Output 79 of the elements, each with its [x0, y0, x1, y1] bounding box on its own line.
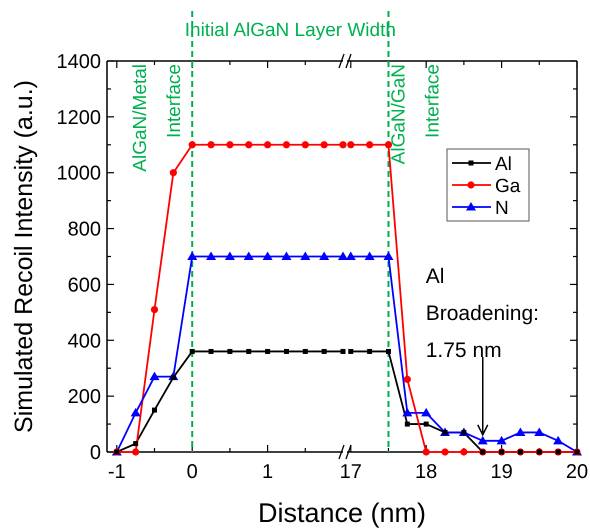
- point: [150, 372, 160, 380]
- x-tick-label: 19: [490, 461, 513, 483]
- y-axis-title: Simulated Recoil Intensity (a.u.): [10, 80, 38, 433]
- x-tick-label: 1: [262, 461, 274, 483]
- point: [152, 408, 157, 413]
- y-tick-label: 400: [68, 330, 101, 352]
- x-tick-label: 18: [415, 461, 438, 483]
- legend-label: Al: [495, 154, 512, 175]
- point: [227, 348, 232, 354]
- point: [188, 141, 196, 148]
- point: [402, 408, 412, 416]
- text: Initial AlGaN Layer Width: [184, 20, 396, 41]
- point: [367, 348, 372, 354]
- point: [460, 448, 468, 456]
- point: [348, 348, 354, 354]
- point: [340, 348, 346, 354]
- point: [478, 436, 488, 444]
- point: [347, 141, 354, 148]
- point: [300, 252, 310, 260]
- point: [346, 252, 356, 260]
- x-axis-title: Distance (nm): [258, 498, 426, 528]
- point: [244, 252, 254, 260]
- point: [364, 252, 375, 260]
- point: [496, 436, 507, 444]
- point: [150, 306, 158, 314]
- point: [404, 376, 411, 383]
- x-tick-label: 0: [186, 461, 198, 483]
- legend-label: N: [495, 198, 509, 219]
- point: [133, 441, 138, 446]
- y-tick-label: 600: [68, 274, 101, 296]
- y-tick-label: 1200: [56, 106, 101, 129]
- point: [208, 348, 214, 354]
- point: [302, 348, 308, 354]
- point: [553, 436, 564, 444]
- point: [206, 252, 216, 260]
- point: [422, 448, 430, 456]
- point: [284, 348, 289, 354]
- ref-line-label: AlGaN/GaN Interface: [388, 64, 444, 164]
- point: [302, 141, 309, 148]
- point: [339, 141, 347, 148]
- point: [404, 422, 410, 427]
- x-tick-label: 17: [340, 461, 362, 483]
- legend-label: Ga: [495, 176, 521, 197]
- point: [245, 141, 252, 148]
- annotation: Al Broadening: 1.75 nm: [426, 265, 540, 362]
- point: [441, 448, 449, 456]
- point: [226, 141, 234, 148]
- point: [224, 252, 235, 260]
- point: [246, 348, 252, 354]
- point: [190, 348, 195, 354]
- point: [421, 408, 432, 416]
- point: [281, 252, 292, 260]
- point: [366, 141, 374, 148]
- point: [386, 348, 391, 354]
- point: [264, 141, 272, 148]
- ref-line-label: AlGaN/Metal Interface: [130, 64, 186, 172]
- point: [534, 427, 544, 436]
- point: [170, 169, 177, 176]
- point: [265, 348, 270, 354]
- point: [322, 348, 327, 354]
- point: [383, 252, 394, 260]
- y-tick-label: 1000: [56, 162, 101, 185]
- point: [187, 252, 198, 260]
- y-tick-label: 1400: [56, 51, 101, 73]
- y-tick-label: 800: [68, 218, 101, 241]
- point: [319, 252, 330, 260]
- point: [130, 408, 141, 416]
- point: [282, 141, 290, 148]
- point: [515, 427, 526, 436]
- point: [262, 252, 273, 260]
- point: [207, 141, 215, 148]
- x-tick-label: 20: [566, 461, 588, 483]
- point: [424, 422, 429, 427]
- point: [320, 141, 328, 148]
- y-tick-label: 200: [68, 386, 101, 408]
- point: [132, 448, 140, 456]
- y-tick-label: 0: [90, 442, 101, 464]
- x-tick-label: -1: [108, 461, 126, 483]
- point: [338, 252, 348, 260]
